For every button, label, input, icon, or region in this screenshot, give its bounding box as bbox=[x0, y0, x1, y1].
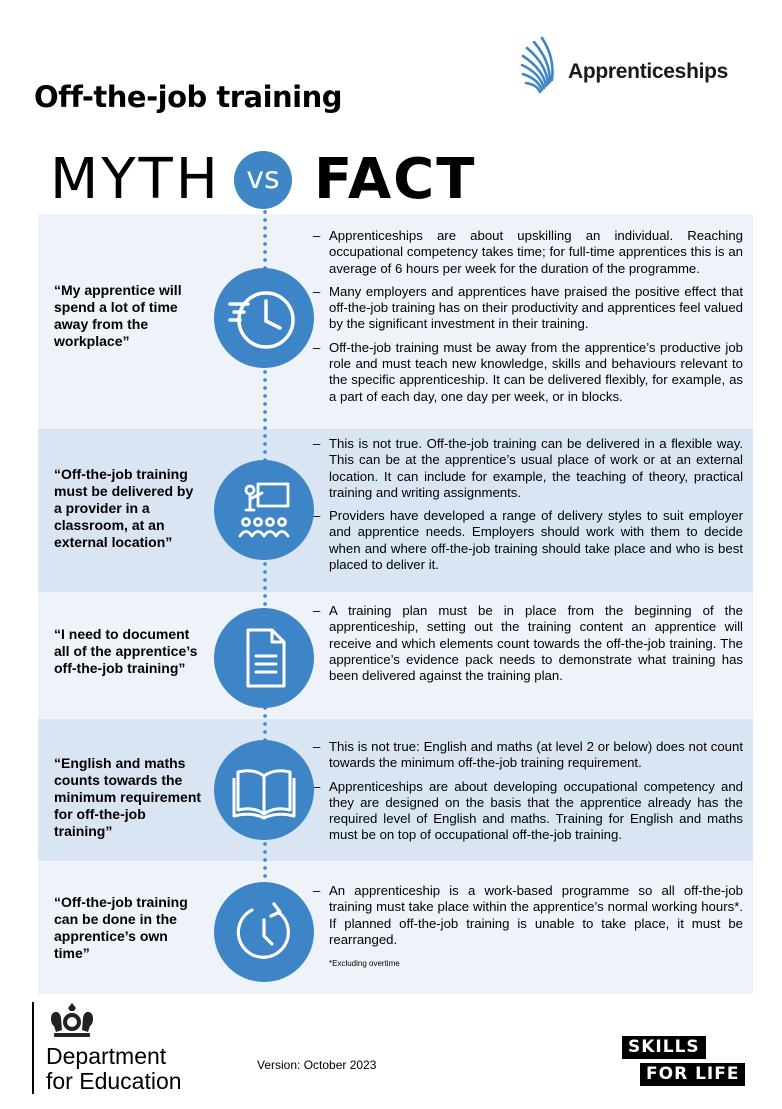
myth-vs-fact-heading: MYTH vs FACT bbox=[0, 145, 782, 215]
myth-label: MYTH bbox=[50, 147, 221, 212]
fact-item: – An apprenticeship is a work-based progr… bbox=[313, 883, 743, 947]
myth-quote: “Off-the-job training must be delivered … bbox=[54, 466, 194, 550]
fact-item: – This is not true: English and maths (at… bbox=[313, 739, 743, 771]
department-name: Department for Education bbox=[46, 1043, 182, 1094]
fact-list: – A training plan must be in place from t… bbox=[313, 603, 743, 691]
fact-item: – Apprenticeships are about developing oc… bbox=[313, 778, 743, 843]
royal-crest-icon bbox=[50, 1003, 94, 1037]
skills-label: SKILLS bbox=[622, 1036, 706, 1059]
for-life-label: FOR LIFE bbox=[640, 1063, 746, 1086]
fact-item: – Many employers and apprentices have pra… bbox=[313, 283, 743, 332]
row-3: “I need to document all of the apprentic… bbox=[38, 592, 753, 719]
dfe-divider bbox=[32, 1002, 34, 1094]
row-1: “My apprentice will spend a lot of time … bbox=[38, 214, 753, 429]
footnote: *Excluding overtime bbox=[329, 959, 400, 968]
fact-item: – Providers have developed a range of del… bbox=[313, 508, 743, 573]
fact-list: – This is not true. Off-the-job training … bbox=[313, 436, 743, 580]
fact-item: – Off-the-job training must be away from … bbox=[313, 339, 743, 404]
myth-quote: “I need to document all of the apprentic… bbox=[54, 626, 198, 676]
myth-quote: “English and maths counts towards the mi… bbox=[54, 755, 202, 839]
logo-text: Apprenticeships bbox=[568, 60, 729, 83]
timer-icon bbox=[214, 882, 314, 982]
fact-list: – Apprenticeships are about upskilling an… bbox=[313, 228, 743, 412]
fact-list: – An apprenticeship is a work-based progr… bbox=[313, 883, 743, 955]
myth-quote: “My apprentice will spend a lot of time … bbox=[54, 282, 182, 349]
row-2: “Off-the-job training must be delivered … bbox=[38, 429, 753, 592]
version-label: Version: October 2023 bbox=[257, 1058, 377, 1072]
fact-item: – Apprenticeships are about upskilling an… bbox=[313, 228, 743, 276]
fact-item: – A training plan must be in place from t… bbox=[313, 603, 743, 684]
row-4: “English and maths counts towards the mi… bbox=[38, 719, 753, 861]
document-icon bbox=[214, 608, 314, 708]
fact-label: FACT bbox=[314, 147, 477, 212]
fact-list: – This is not true: English and maths (at… bbox=[313, 739, 743, 851]
myth-quote: “Off-the-job training can be done in the… bbox=[54, 894, 188, 961]
skills-for-life-logo: SKILLS FOR LIFE bbox=[612, 1036, 748, 1088]
fact-item: – This is not true. Off-the-job training … bbox=[313, 436, 743, 500]
page-title: Off-the-job training bbox=[34, 80, 343, 114]
classroom-icon bbox=[214, 460, 314, 560]
dfe-logo: Department for Education bbox=[32, 1000, 232, 1100]
clock-icon bbox=[214, 268, 314, 368]
book-icon bbox=[214, 740, 314, 840]
apprenticeships-logo: Apprenticeships bbox=[520, 36, 760, 100]
row-5: “Off-the-job training can be done in the… bbox=[38, 861, 753, 994]
vs-badge: vs bbox=[234, 151, 292, 209]
swoosh-icon bbox=[520, 36, 554, 94]
